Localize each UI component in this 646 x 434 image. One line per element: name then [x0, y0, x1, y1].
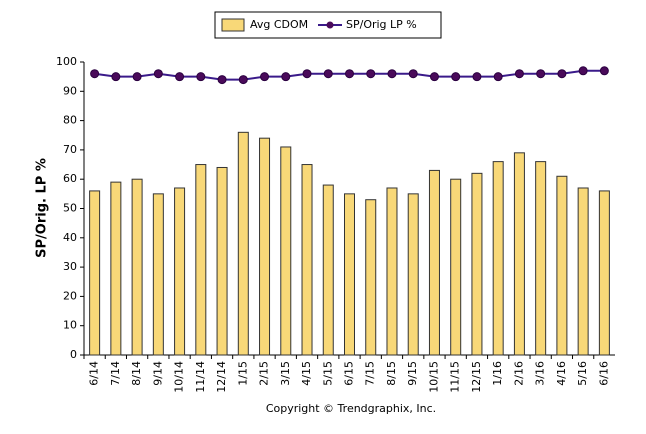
x-tick-label: 6/14 — [88, 361, 101, 386]
legend-label: SP/Orig LP % — [346, 18, 417, 31]
bar — [535, 161, 547, 356]
point — [281, 72, 291, 82]
x-tick-label: 1/16 — [491, 361, 504, 386]
y-tick-label: 40 — [63, 231, 77, 244]
y-tick-label: 90 — [63, 84, 77, 97]
x-tick-label: 3/15 — [279, 361, 292, 386]
x-tick-label: 2/16 — [512, 361, 525, 386]
y-tick-label: 80 — [63, 114, 77, 127]
point — [451, 72, 461, 82]
legend-marker — [326, 21, 334, 29]
x-tick-label: 5/16 — [576, 361, 589, 386]
bar — [450, 178, 462, 356]
point — [111, 72, 121, 82]
point — [578, 66, 588, 76]
point — [493, 72, 503, 82]
x-tick-label: 8/15 — [385, 361, 398, 386]
point — [387, 69, 397, 79]
legend-label: Avg CDOM — [250, 18, 308, 31]
x-tick-label: 3/16 — [534, 361, 547, 386]
x-tick-label: 7/14 — [109, 361, 122, 386]
bar — [428, 169, 440, 356]
point — [429, 72, 439, 82]
y-tick-label: 100 — [56, 55, 77, 68]
x-tick-label: 9/14 — [151, 361, 164, 386]
x-tick-label: 2/15 — [258, 361, 271, 386]
point — [536, 69, 546, 79]
x-tick-label: 10/15 — [427, 361, 440, 393]
bar — [492, 161, 504, 356]
x-tick-label: 7/15 — [364, 361, 377, 386]
x-tick-label: 11/14 — [194, 361, 207, 393]
y-tick-label: 60 — [63, 172, 77, 185]
point — [153, 69, 163, 79]
bar — [216, 166, 228, 356]
bar — [174, 187, 186, 356]
bar — [598, 190, 610, 356]
x-tick-label: 12/14 — [215, 361, 228, 393]
bar — [365, 199, 377, 356]
x-tick-label: 8/14 — [130, 361, 143, 386]
point — [196, 72, 206, 82]
bar — [407, 193, 419, 356]
bar — [131, 178, 143, 356]
bar — [89, 190, 101, 356]
bar — [280, 146, 292, 356]
bar — [556, 175, 568, 356]
y-tick-label: 70 — [63, 143, 77, 156]
point — [345, 69, 354, 79]
y-tick-label: 0 — [70, 348, 77, 361]
legend-swatch — [221, 18, 245, 32]
y-tick-label: 20 — [63, 289, 77, 302]
point — [599, 66, 609, 76]
x-tick-label: 5/15 — [321, 361, 334, 386]
point — [408, 69, 418, 79]
y-tick-label: 30 — [63, 260, 77, 273]
x-tick-label: 10/14 — [173, 361, 186, 393]
bar — [471, 172, 483, 356]
point — [238, 75, 248, 85]
bar — [301, 164, 313, 356]
x-tick-label: 9/15 — [406, 361, 419, 386]
x-tick-label: 4/16 — [555, 361, 568, 386]
bar — [237, 131, 249, 356]
bar — [259, 137, 271, 356]
bar — [110, 181, 122, 356]
point — [366, 69, 376, 79]
bar — [344, 193, 355, 356]
bar — [386, 187, 398, 356]
point — [302, 69, 312, 79]
y-axis-label: SP/Orig. LP % — [35, 158, 50, 258]
point — [132, 72, 142, 82]
bar — [577, 187, 589, 356]
x-tick-label: 4/15 — [300, 361, 313, 386]
y-tick-label: 50 — [63, 202, 77, 215]
y-tick-label: 10 — [63, 319, 77, 332]
bar — [513, 152, 525, 356]
bar — [195, 164, 207, 356]
x-tick-label: 6/16 — [597, 361, 610, 386]
copyright: Copyright © Trendgraphix, Inc. — [266, 402, 436, 415]
x-tick-label: 1/15 — [236, 361, 249, 386]
x-tick-label: 6/15 — [343, 361, 356, 386]
point — [260, 72, 270, 82]
point — [514, 69, 524, 79]
point — [557, 69, 567, 79]
x-tick-label: 11/15 — [449, 361, 462, 393]
x-tick-label: 12/15 — [470, 361, 483, 393]
point — [90, 69, 100, 79]
point — [472, 72, 482, 82]
point — [323, 69, 333, 79]
bar — [322, 184, 334, 356]
point — [217, 75, 227, 85]
bar — [152, 193, 164, 356]
point — [175, 72, 185, 82]
